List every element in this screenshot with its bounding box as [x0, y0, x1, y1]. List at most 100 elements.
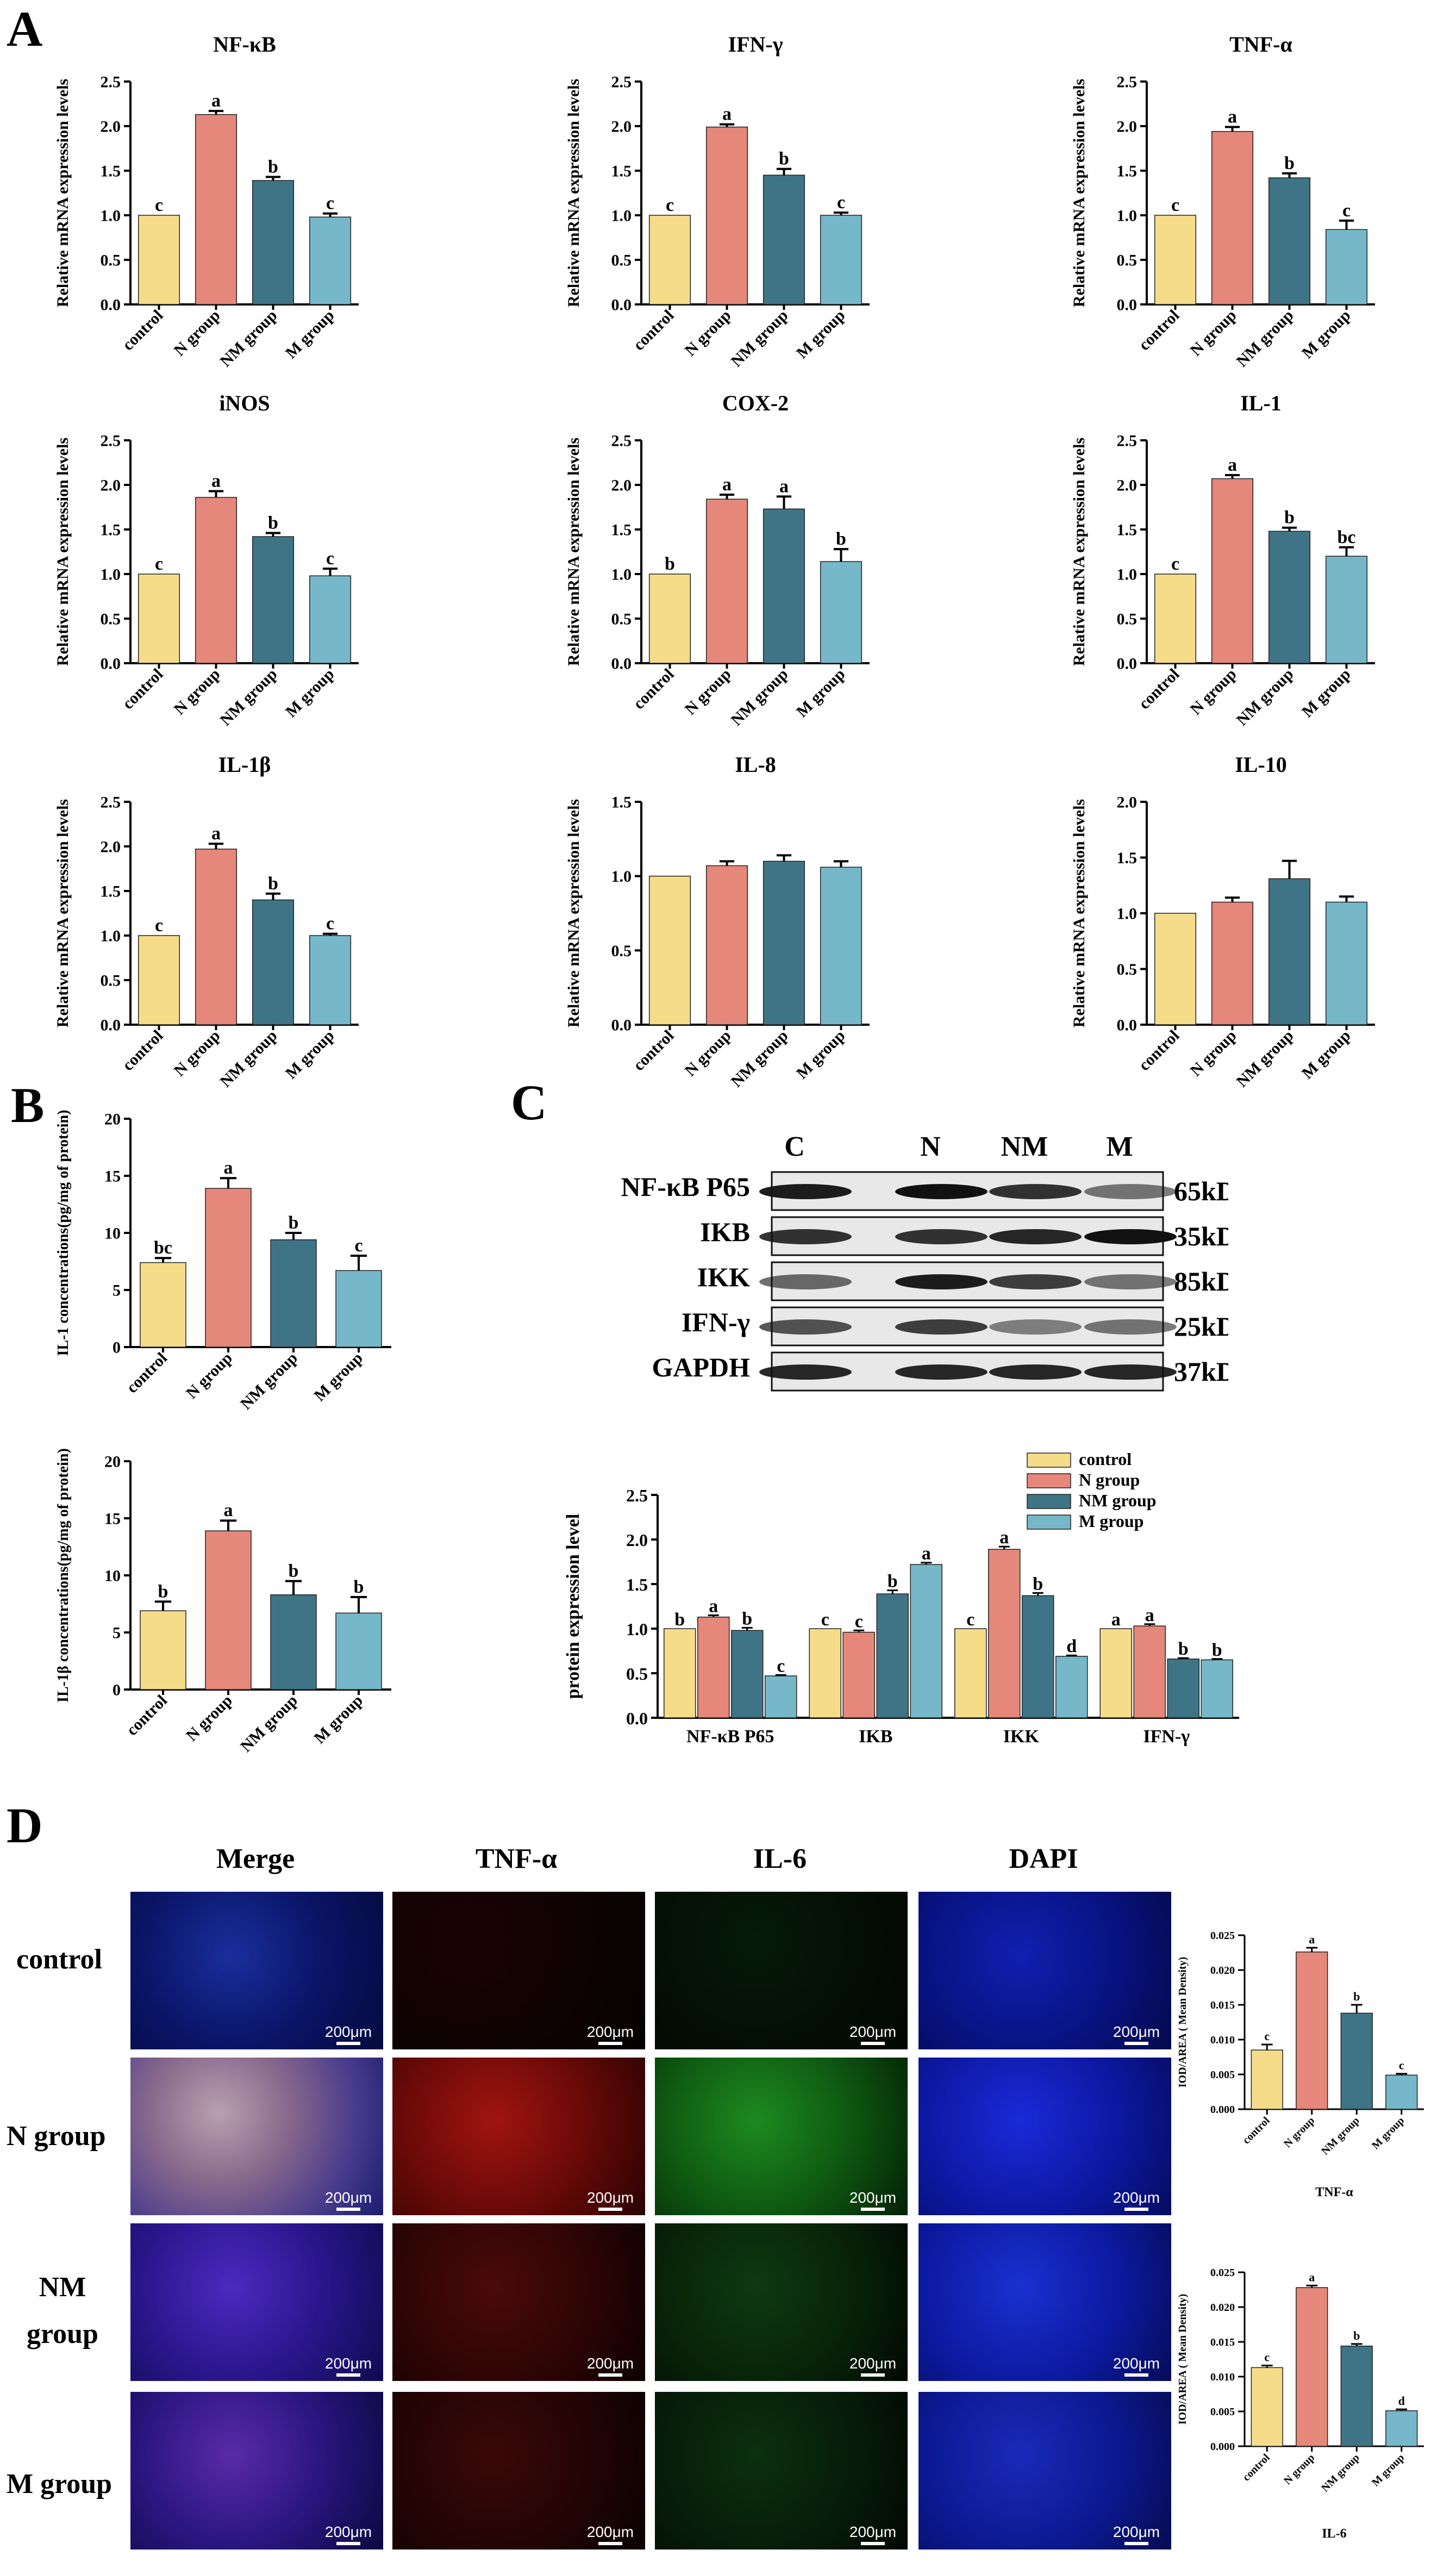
- x-tick-label: NM group: [1233, 665, 1297, 728]
- x-axis-label: TNF-α: [1315, 2185, 1353, 2199]
- x-tick-label: N group: [682, 307, 735, 360]
- blot-lane-m: M: [1106, 1131, 1133, 1162]
- scale-bar: 200μm: [846, 2523, 900, 2545]
- x-tick-label: IKK: [1003, 1726, 1040, 1747]
- y-tick-label: 2.5: [611, 73, 632, 91]
- y-tick-label: 0.0: [101, 1017, 121, 1034]
- x-tick-label: NM group: [217, 1027, 281, 1090]
- scale-bar: 200μm: [583, 2189, 638, 2211]
- blot-band: [1084, 1364, 1177, 1380]
- x-tick-label: N group: [682, 1027, 735, 1080]
- significance-letter: c: [155, 915, 163, 936]
- scale-bar: 200μm: [1109, 2523, 1164, 2545]
- blot-band: [895, 1274, 988, 1289]
- y-axis-label: Relative mRNA expression levels: [1070, 79, 1088, 307]
- if-row-control: control: [16, 1944, 102, 1975]
- y-tick-label: 10: [104, 1567, 121, 1585]
- y-tick-label: 0.020: [1210, 1965, 1235, 1977]
- y-tick-label: 0.0: [101, 296, 121, 314]
- x-tick-label: N group: [682, 665, 735, 719]
- bar: [335, 1612, 382, 1690]
- y-tick-label: 0.0: [626, 1709, 648, 1728]
- x-tick-label: N group: [171, 307, 224, 360]
- if-image-tile: 200μm: [655, 2058, 908, 2215]
- scale-bar-label: 200μm: [324, 2355, 372, 2372]
- significance-letter: a: [722, 475, 732, 495]
- significance-letter: b: [836, 529, 846, 549]
- y-tick-label: 0.015: [1210, 1999, 1235, 2011]
- y-tick-label: 2.5: [101, 794, 121, 812]
- if-image-tile: 200μm: [130, 2223, 383, 2381]
- significance-letter: c: [821, 1610, 829, 1630]
- scale-bar-line: [336, 2042, 360, 2045]
- scale-bar: 200μm: [1109, 2189, 1164, 2211]
- scale-bar-line: [1124, 2042, 1148, 2045]
- y-tick-label: 0.5: [101, 252, 121, 270]
- scale-bar-label: 200μm: [1113, 2023, 1160, 2040]
- y-tick-label: 1.5: [101, 163, 121, 180]
- legend-label: M group: [1079, 1511, 1143, 1531]
- bar: [910, 1564, 942, 1718]
- y-tick-label: 2.0: [101, 118, 121, 136]
- y-tick-label: 2.0: [1117, 477, 1138, 495]
- y-axis-label: Relative mRNA expression levels: [54, 438, 72, 666]
- scale-bar-line: [861, 2208, 885, 2211]
- y-tick-label: 1.5: [611, 163, 632, 180]
- blot-band: [759, 1364, 852, 1380]
- y-tick-label: 0.0: [1117, 296, 1138, 314]
- scale-bar: 200μm: [583, 2523, 638, 2545]
- bar: [648, 574, 691, 664]
- x-tick-label: control: [1135, 1027, 1183, 1075]
- y-tick-label: 0.5: [1117, 961, 1138, 978]
- bar: [1325, 901, 1368, 1025]
- x-tick-label: M group: [793, 665, 849, 721]
- scale-bar: 200μm: [583, 2355, 638, 2377]
- panel-letter-a: A: [7, 1, 43, 57]
- bar: [1154, 574, 1197, 664]
- bar: [1296, 1951, 1328, 2110]
- y-tick-label: 0.5: [626, 1664, 648, 1684]
- y-tick-label: 1.0: [1117, 905, 1138, 923]
- y-tick-label: 1.5: [101, 521, 121, 539]
- blot-band: [759, 1229, 852, 1244]
- x-tick-label: control: [1135, 307, 1183, 354]
- scale-bar-line: [1124, 2373, 1148, 2377]
- bar: [195, 497, 238, 664]
- chart-title: NF-κB: [213, 32, 276, 57]
- x-tick-label: control: [1135, 665, 1183, 713]
- bar: [1022, 1595, 1054, 1718]
- if-image-tile: 200μm: [392, 2223, 645, 2381]
- blot-kda: 35kDa: [1174, 1221, 1228, 1251]
- scale-bar-label: 200μm: [586, 2189, 634, 2206]
- blot-band: [989, 1319, 1082, 1335]
- bar: [205, 1188, 252, 1348]
- x-tick-label: control: [119, 1027, 167, 1075]
- chart-il1prot: IL-1 concentrations(pg/mg of protein) 0 5 1…: [55, 1110, 391, 1413]
- chart-title: TNF-α: [1229, 32, 1292, 57]
- bar: [664, 1628, 696, 1718]
- blot-kda: 65kDa: [1174, 1176, 1228, 1206]
- bar: [1325, 229, 1368, 305]
- bar: [1251, 2049, 1283, 2110]
- if-row-n-group: N group: [7, 2121, 106, 2152]
- y-tick-label: 0.010: [1210, 2034, 1235, 2046]
- bar: [988, 1549, 1021, 1718]
- y-tick-label: 1.0: [611, 566, 632, 584]
- significance-letter: a: [922, 1544, 931, 1564]
- y-tick-label: 0.000: [1210, 2104, 1235, 2116]
- significance-letter: c: [837, 192, 845, 213]
- y-tick-label: 0.000: [1210, 2441, 1235, 2453]
- significance-letter: a: [779, 476, 789, 496]
- y-tick-label: 20: [104, 1453, 121, 1471]
- bar: [309, 935, 352, 1025]
- significance-letter: b: [268, 513, 278, 533]
- blot-lane-n: N: [920, 1131, 941, 1162]
- y-axis-label: Relative mRNA expression levels: [1070, 438, 1088, 666]
- significance-letter: c: [326, 914, 334, 934]
- x-tick-label: control: [1240, 2452, 1272, 2484]
- significance-letter: b: [1353, 2329, 1360, 2342]
- y-tick-label: 15: [104, 1168, 121, 1186]
- if-image-tile: 200μm: [392, 2058, 645, 2215]
- scale-bar-line: [861, 2042, 885, 2045]
- y-tick-label: 2.0: [1117, 118, 1138, 136]
